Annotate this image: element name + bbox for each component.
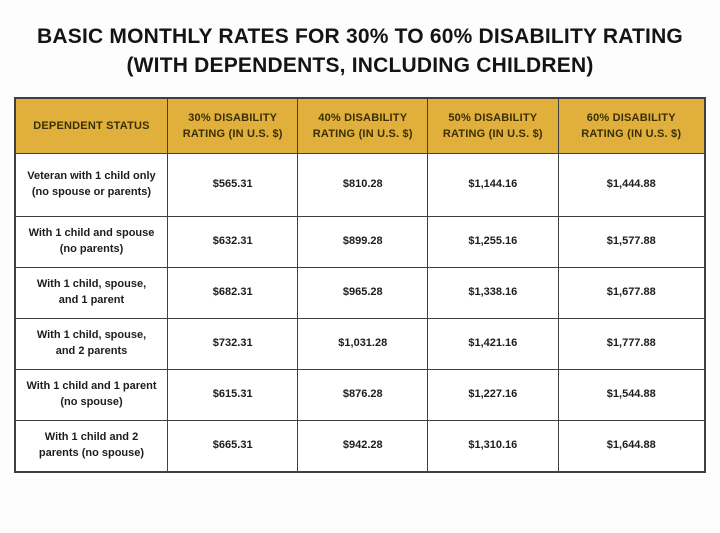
rate-50-cell: $1,421.16 — [427, 318, 559, 371]
page-title-line-1: BASIC MONTHLY RATES FOR 30% TO 60% DISAB… — [37, 25, 683, 48]
table-row: With 1 child and 1 parent (no spouse) $6… — [14, 369, 706, 422]
rate-30-cell: $682.31 — [166, 267, 299, 320]
row-status: With 1 child and 1 parent (no spouse) — [14, 369, 168, 422]
rate-60-cell: $1,677.88 — [557, 267, 706, 320]
table-row: With 1 child and 2 parents (no spouse) $… — [14, 420, 706, 473]
rate-30-cell: $615.31 — [166, 369, 299, 422]
table-row: With 1 child, spouse, and 2 parents $732… — [14, 318, 706, 371]
table-row: With 1 child, spouse, and 1 parent $682.… — [14, 267, 706, 320]
rate-50-cell: $1,227.16 — [427, 369, 559, 422]
header-50-percent: 50% DISABILITY RATING (IN U.S. $) — [427, 97, 559, 155]
rate-60-cell: $1,777.88 — [557, 318, 706, 371]
rate-30-cell: $665.31 — [166, 420, 299, 473]
header-dependent-status: DEPENDENT STATUS — [14, 97, 168, 155]
disability-rates-table: DEPENDENT STATUS 30% DISABILITY RATING (… — [14, 96, 706, 473]
rate-60-cell: $1,444.88 — [557, 153, 706, 218]
row-status: With 1 child, spouse, and 1 parent — [14, 267, 168, 320]
row-status: With 1 child and spouse (no parents) — [14, 216, 168, 269]
rate-60-cell: $1,544.88 — [557, 369, 706, 422]
header-40-percent: 40% DISABILITY RATING (IN U.S. $) — [297, 97, 429, 155]
rate-50-cell: $1,338.16 — [427, 267, 559, 320]
rate-30-cell: $565.31 — [166, 153, 299, 218]
rate-40-cell: $876.28 — [297, 369, 429, 422]
table-row: Veteran with 1 child only (no spouse or … — [14, 153, 706, 218]
header-60-percent: 60% DISABILITY RATING (IN U.S. $) — [557, 97, 706, 155]
page-title: BASIC MONTHLY RATES FOR 30% TO 60% DISAB… — [15, 22, 705, 81]
rate-60-cell: $1,577.88 — [557, 216, 706, 269]
page-title-line-2: (WITH DEPENDENTS, INCLUDING CHILDREN) — [126, 54, 594, 78]
row-status: With 1 child and 2 parents (no spouse) — [14, 420, 168, 473]
row-status: With 1 child, spouse, and 2 parents — [14, 318, 168, 371]
rate-40-cell: $942.28 — [297, 420, 429, 473]
rate-40-cell: $899.28 — [297, 216, 429, 269]
rate-40-cell: $965.28 — [297, 267, 429, 320]
row-status: Veteran with 1 child only (no spouse or … — [14, 153, 168, 218]
rate-40-cell: $810.28 — [297, 153, 429, 218]
header-30-percent: 30% DISABILITY RATING (IN U.S. $) — [166, 97, 299, 155]
rate-40-cell: $1,031.28 — [297, 318, 429, 371]
page: BASIC MONTHLY RATES FOR 30% TO 60% DISAB… — [0, 22, 720, 533]
rate-50-cell: $1,310.16 — [427, 420, 559, 473]
table-row: With 1 child and spouse (no parents) $63… — [14, 216, 706, 269]
rate-60-cell: $1,644.88 — [557, 420, 706, 473]
rate-30-cell: $632.31 — [166, 216, 299, 269]
rate-30-cell: $732.31 — [166, 318, 299, 371]
rate-50-cell: $1,144.16 — [427, 153, 559, 218]
table-header-row: DEPENDENT STATUS 30% DISABILITY RATING (… — [14, 97, 706, 155]
rate-50-cell: $1,255.16 — [427, 216, 559, 269]
